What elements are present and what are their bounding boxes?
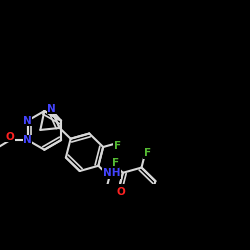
Text: N: N: [23, 116, 32, 126]
Text: F: F: [144, 148, 151, 158]
Text: O: O: [6, 132, 14, 141]
Text: N: N: [23, 135, 32, 145]
Text: N: N: [47, 104, 56, 114]
Text: F: F: [114, 141, 121, 151]
Text: NH: NH: [103, 168, 120, 178]
Text: O: O: [116, 186, 125, 196]
Text: F: F: [112, 158, 119, 168]
